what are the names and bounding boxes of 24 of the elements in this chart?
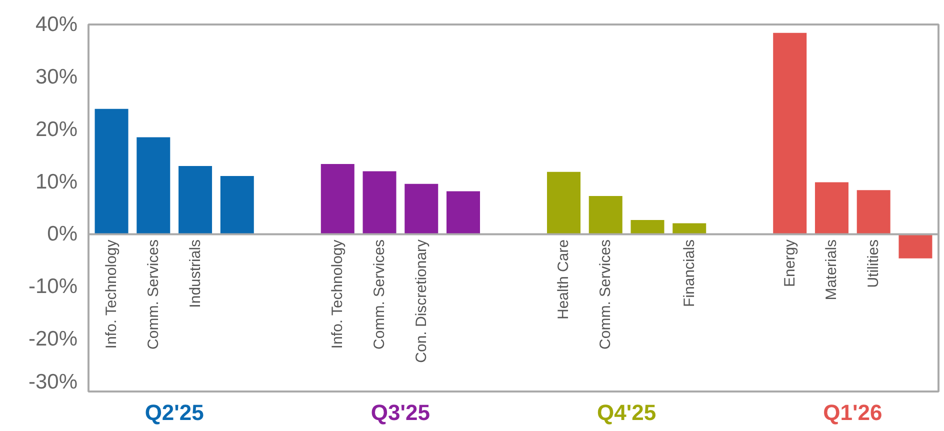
y-tick-label: 10% [35, 170, 78, 194]
y-tick-label: 0% [47, 222, 78, 246]
x-tick-label: Materials [823, 239, 840, 300]
x-tick-label: Comm. Services [144, 239, 162, 350]
x-tick-label: Info. Technology [103, 239, 120, 349]
text: Q3'25 [370, 400, 430, 425]
x-tick-label: Con. Discretionary [412, 238, 430, 363]
text: Q1'26 [823, 400, 882, 425]
x-tick-label: Info. Technology [329, 239, 346, 349]
y-tick-label: 20% [35, 118, 78, 141]
x-tick-label: Comm. Services [371, 239, 388, 350]
y-tick-label: 40% [35, 13, 78, 36]
x-tick-label: Industrials [186, 239, 204, 308]
y-tick-label: 30% [35, 65, 78, 88]
text: Q2'25 [144, 400, 204, 425]
y-tick-label: -30% [28, 370, 78, 394]
x-tick-label: Financials [680, 239, 698, 307]
x-tick-label: Utilities [865, 239, 882, 288]
x-tick-label: Comm. Services [597, 239, 614, 350]
x-tick-label: Health Care [555, 239, 572, 320]
y-tick-label: -20% [28, 328, 78, 351]
x-tick-label: Energy [781, 238, 798, 287]
y-tick-label: -10% [28, 275, 78, 298]
text: Q4'25 [597, 400, 656, 425]
